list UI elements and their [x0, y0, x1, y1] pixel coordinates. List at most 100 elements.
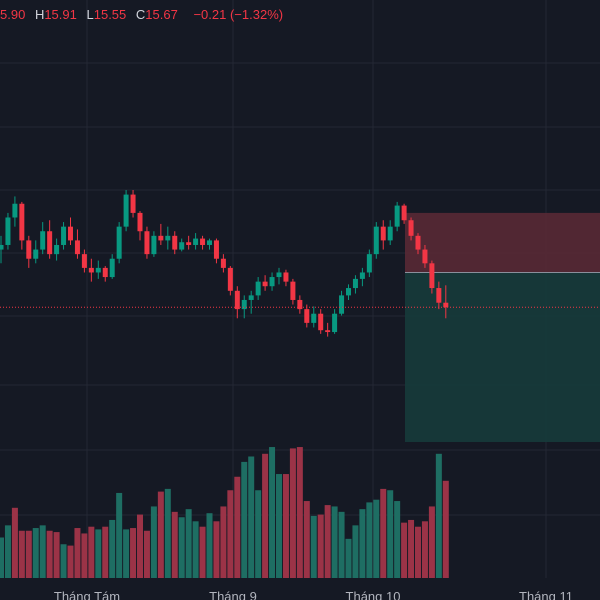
volume-bar	[227, 490, 234, 578]
candle-body	[5, 217, 11, 245]
volume-bar	[18, 530, 25, 578]
candle-body	[304, 309, 310, 323]
candle-body	[179, 242, 185, 250]
volume-bar	[95, 529, 102, 578]
volume-bar	[25, 530, 32, 578]
volume-bar	[241, 461, 248, 578]
volume-bar	[345, 538, 352, 578]
candle-body	[415, 235, 421, 250]
candle-body	[74, 240, 80, 255]
open-value: 5.90	[0, 7, 26, 22]
volume-bar	[53, 532, 60, 578]
volume-bar	[199, 526, 206, 578]
volume-bar	[60, 544, 67, 578]
volume-bar	[282, 474, 289, 578]
candle-body	[207, 240, 212, 245]
volume-bar	[352, 525, 359, 578]
candle-body	[0, 244, 4, 250]
candle-body	[220, 258, 226, 268]
volume-bar	[74, 528, 81, 578]
volume-bars	[0, 447, 449, 578]
volume-bar	[248, 456, 255, 578]
candle-body	[130, 194, 136, 213]
volume-bar	[220, 506, 227, 578]
volume-bar	[380, 488, 387, 578]
volume-bar	[338, 511, 345, 578]
volume-bar	[317, 514, 324, 578]
candle-body	[366, 254, 372, 273]
candle-body	[102, 267, 108, 278]
volume-bar	[442, 480, 449, 578]
candle-body	[158, 235, 164, 241]
volume-bar	[109, 519, 116, 578]
volume-bar	[359, 509, 366, 578]
high-label: H	[34, 7, 45, 22]
volume-bar	[324, 505, 331, 578]
candle-body	[262, 281, 268, 287]
candle-body	[193, 238, 199, 245]
close-value: 15.67	[145, 7, 178, 22]
candle-body	[227, 267, 233, 291]
candle-body	[213, 240, 219, 259]
price-candles	[0, 190, 449, 337]
volume-bar	[130, 528, 137, 578]
volume-bar	[310, 515, 317, 578]
volume-bar	[81, 533, 88, 578]
volume-bar	[123, 529, 130, 578]
candle-body	[123, 194, 129, 227]
volume-bar	[408, 519, 415, 578]
candle-body	[394, 205, 400, 227]
volume-bar	[157, 491, 164, 578]
volume-bar	[234, 476, 241, 578]
stop-loss-zone[interactable]	[405, 212, 600, 273]
volume-bar	[255, 490, 262, 578]
candle-body	[151, 235, 157, 255]
time-axis-label: Tháng Tám	[54, 589, 120, 600]
candle-body	[255, 281, 261, 296]
candle-body	[429, 263, 435, 289]
candle-body	[283, 272, 289, 282]
candle-body	[276, 272, 282, 278]
candle-body	[47, 231, 53, 255]
volume-bar	[331, 506, 338, 578]
candle-body	[200, 238, 206, 245]
volume-bar	[373, 499, 380, 578]
volume-bar	[192, 521, 199, 578]
candle-body	[81, 254, 87, 268]
candle-body	[137, 212, 143, 232]
candle-body	[325, 330, 331, 333]
volume-bar	[143, 530, 150, 578]
time-axis-label: Tháng 11	[519, 589, 573, 600]
candle-body	[339, 295, 345, 314]
time-axis: Tháng Tám Tháng 9 Tháng 10 Tháng 11	[54, 589, 573, 600]
volume-bar	[185, 509, 192, 578]
candle-body	[318, 313, 324, 331]
volume-bar	[415, 526, 421, 578]
candle-body	[311, 313, 317, 323]
candle-body	[352, 278, 358, 289]
volume-bar	[39, 525, 46, 578]
candle-body	[443, 302, 449, 308]
candle-body	[12, 203, 18, 218]
candle-body	[248, 295, 254, 300]
volume-bar	[366, 502, 373, 578]
candle-body	[54, 244, 60, 255]
candle-body	[95, 267, 101, 273]
short-position-tool[interactable]	[405, 212, 600, 442]
candle-body	[234, 290, 240, 310]
candle-body	[269, 277, 275, 287]
high-value: 15.91	[44, 7, 77, 22]
candle-body	[68, 226, 73, 241]
candle-body	[380, 226, 386, 241]
low-value: 15.55	[93, 7, 127, 22]
candle-body	[359, 272, 365, 279]
take-profit-zone[interactable]	[405, 272, 600, 442]
volume-bar	[421, 521, 428, 578]
candle-body	[436, 288, 442, 303]
volume-bar	[269, 447, 276, 578]
candle-body	[19, 203, 25, 241]
volume-bar	[116, 492, 123, 578]
candle-body	[422, 249, 428, 264]
